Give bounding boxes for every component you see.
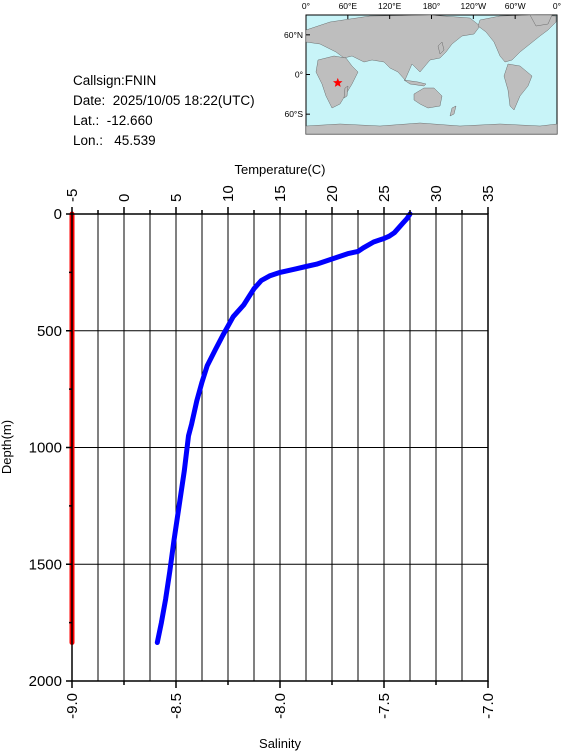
temperature-tick-label: 0 [116, 194, 133, 202]
map-lat-label: 60°N [284, 30, 303, 40]
salinity-tick-label: -8.5 [168, 693, 185, 719]
callsign-label: Callsign: [73, 73, 125, 88]
callsign-value: FNIN [124, 73, 157, 88]
map-lon-label: 180° [423, 1, 441, 11]
temperature-axis-title: Temperature(C) [234, 162, 325, 177]
depth-tick-label: 0 [54, 206, 62, 223]
date-label: Date: [73, 93, 106, 108]
lon-label: Lon.: [73, 133, 104, 148]
depth-tick-label: 2000 [29, 673, 62, 690]
salinity-tick-label: -9.0 [64, 693, 81, 719]
salinity-tick-label: -7.0 [480, 693, 497, 719]
map-lon-label: 60°E [339, 1, 358, 11]
axis-ticks [66, 207, 489, 688]
station-info: Callsign:FNIN Date: 2025/10/05 18:22(UTC… [73, 71, 255, 151]
lon-value: 45.539 [114, 133, 156, 148]
map-lat-label: 60°S [284, 109, 303, 119]
map-lon-label: 0° [553, 1, 561, 11]
station-marker-icon [333, 77, 343, 87]
temperature-tick-label: 15 [272, 185, 289, 202]
lon-line: Lon.: 45.539 [73, 131, 255, 151]
lat-label: Lat.: [73, 113, 100, 128]
map-lon-label: 120°E [378, 1, 402, 11]
date-line: Date: 2025/10/05 18:22(UTC) [73, 91, 255, 111]
temperature-profile-line [154, 211, 413, 645]
map-lon-label: 120°W [461, 1, 487, 11]
map-lon-label: 0° [302, 1, 310, 11]
lat-line: Lat.: -12.660 [73, 111, 255, 131]
depth-tick-label: 1500 [29, 556, 62, 573]
salinity-axis-title: Salinity [259, 736, 301, 751]
salinity-tick-label: -8.0 [272, 693, 289, 719]
temperature-tick-label: 20 [324, 185, 341, 202]
temperature-tick-label: 5 [168, 194, 185, 202]
depth-axis-title: Depth(m) [0, 420, 14, 474]
salinity-tick-label: -7.5 [376, 693, 393, 719]
map-lat-label: 0° [295, 70, 303, 80]
lat-value: -12.660 [106, 113, 153, 128]
depth-tick-label: 500 [37, 323, 62, 340]
temperature-tick-label: 10 [220, 185, 237, 202]
map-lon-label: 60°W [505, 1, 526, 11]
temperature-tick-label: 30 [428, 185, 445, 202]
depth-tick-label: 1000 [29, 440, 62, 457]
temperature-tick-label: 25 [376, 185, 393, 202]
date-value: 2025/10/05 18:22(UTC) [112, 93, 255, 108]
temperature-tick-label: 35 [480, 185, 497, 202]
callsign-line: Callsign:FNIN [73, 71, 255, 91]
temperature-tick-label: -5 [64, 189, 81, 202]
